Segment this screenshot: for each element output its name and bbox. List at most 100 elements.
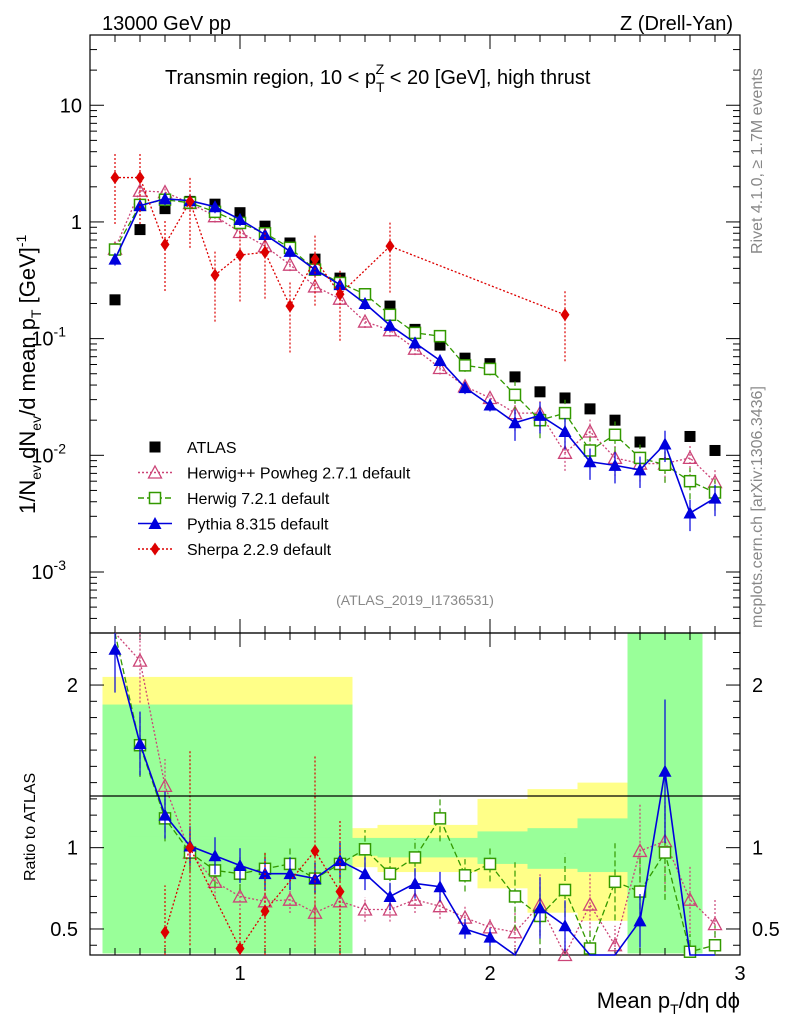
main-sherpa-2-2-9-default-point <box>385 239 395 253</box>
main-herwig-powheg-2-7-1-default-point <box>132 182 148 197</box>
main-atlas-point <box>134 224 146 236</box>
ratio-herwig-7-2-1-default-point <box>508 890 522 903</box>
mcplots-reference-label: mcplots.cern.ch [arXiv:1306.3436] <box>749 386 766 628</box>
main-atlas-point <box>259 220 271 232</box>
main-herwig-7-2-1-default-point <box>683 474 697 488</box>
ratio-herwig-powheg-2-7-1-default-point <box>157 778 173 793</box>
legend: ATLAS Herwig++ Powheg 2.7.1 default Herwig… <box>138 440 411 559</box>
main-pythia-8-315-default-point <box>358 296 372 309</box>
legend-marker-herwig-7-2-1-default <box>148 491 162 505</box>
ratio-band-inner <box>527 828 578 869</box>
main-atlas-point <box>509 371 521 383</box>
ratio-y-axis-label: Ratio to ATLAS <box>22 773 39 881</box>
ratio-pythia-8-315-default-point <box>533 901 547 914</box>
ratio-herwig-7-2-1-default-point <box>483 857 497 871</box>
x-axis-label: Mean pT/dη dϕ <box>597 988 740 1017</box>
ratio-herwig-7-2-1-default-point <box>458 869 472 882</box>
ratio-sherpa-2-2-9-default-line <box>164 845 341 950</box>
ratio-pythia-8-315-default-point <box>458 922 472 935</box>
main-atlas-point <box>709 444 721 456</box>
ratio-y-tick-label-right: 1 <box>752 838 763 860</box>
main-pythia-8-315-default-point <box>433 353 447 366</box>
rivet-version-label: Rivet 4.1.0, ≥ 1.7M events <box>749 68 766 254</box>
analysis-id: (ATLAS_2019_I1736531) <box>336 592 494 608</box>
main-series-layer <box>107 153 723 532</box>
main-atlas-point <box>534 386 546 398</box>
ratio-herwig-7-2-1-default-point <box>383 867 397 880</box>
main-pythia-8-315-default-point <box>608 458 622 471</box>
ratio-pythia-8-315-default-point <box>358 867 372 880</box>
main-pythia-8-315-default-point <box>208 200 222 213</box>
ratio-y-tick-label: 1 <box>67 838 78 860</box>
main-sherpa-2-2-9-default-line <box>115 176 566 316</box>
main-herwig-powheg-2-7-1-default-point <box>282 256 298 271</box>
ratio-band-inner <box>577 818 628 873</box>
main-herwig-7-2-1-default-point <box>483 362 497 376</box>
legend-marker-sherpa-2-2-9-default <box>150 542 160 556</box>
main-pythia-8-315-default-point <box>708 491 722 504</box>
main-pythia-8-315-default-point <box>283 244 297 257</box>
ratio-herwig-7-2-1-default-point <box>583 942 597 955</box>
y-tick-exponent: -1 <box>54 324 67 340</box>
main-pythia-8-315-default-point <box>133 199 147 212</box>
legend-label-herwig-powheg-2-7-1-default: Herwig++ Powheg 2.7.1 default <box>187 466 411 483</box>
main-sherpa-2-2-9-default-point <box>160 238 170 252</box>
main-sherpa-2-2-9-default-point <box>260 245 270 259</box>
main-atlas-point <box>159 203 171 215</box>
ratio-herwig-powheg-2-7-1-default-point <box>557 947 573 962</box>
ratio-pythia-8-315-default-point <box>433 880 447 893</box>
process-label: Z (Drell-Yan) <box>620 13 733 35</box>
main-sherpa-2-2-9-default-point <box>185 194 195 208</box>
main-atlas-point <box>384 300 396 312</box>
ratio-herwig-powheg-2-7-1-default-point <box>432 898 448 913</box>
ratio-pythia-8-315-default-point <box>283 867 297 880</box>
y-tick-exponent: -2 <box>54 440 67 456</box>
ratio-pythia-8-315-default-point <box>108 642 122 655</box>
main-atlas-point <box>684 430 696 442</box>
main-pythia-8-315-default-point <box>458 381 472 394</box>
main-herwig-7-2-1-default-point <box>383 308 397 322</box>
ratio-herwig-powheg-2-7-1-default-point <box>132 652 148 667</box>
y-tick-label: 1 <box>71 212 82 234</box>
ratio-pythia-8-315-default-point <box>208 849 222 862</box>
main-herwig-powheg-2-7-1-default-point <box>557 444 573 459</box>
main-atlas-point <box>584 403 596 415</box>
main-pythia-8-315-default-point <box>108 252 122 265</box>
ratio-herwig-powheg-2-7-1-default-point <box>407 891 423 906</box>
main-pythia-8-315-default-point <box>408 336 422 349</box>
main-herwig-powheg-2-7-1-default-point <box>682 450 698 465</box>
ratio-sherpa-2-2-9-default-point <box>310 844 320 858</box>
y-tick-exponent: -3 <box>54 557 67 573</box>
main-sherpa-2-2-9-default-point <box>135 171 145 185</box>
ratio-herwig-powheg-2-7-1-default-point <box>357 901 373 916</box>
ratio-pythia-8-315-default-point <box>383 889 397 902</box>
ratio-sherpa-2-2-9-default-point <box>260 904 270 918</box>
ratio-herwig-powheg-2-7-1-default-point <box>682 891 698 906</box>
x-tick-label: 3 <box>734 963 745 985</box>
main-atlas-point <box>559 392 571 404</box>
x-tick-label: 1 <box>234 963 245 985</box>
ratio-herwig-powheg-2-7-1-default-point <box>207 873 223 888</box>
main-sherpa-2-2-9-default-point <box>285 299 295 313</box>
legend-marker-pythia-8-315-default <box>148 517 162 529</box>
ratio-pythia-8-315-default-point <box>133 737 147 750</box>
main-pythia-8-315-default-point <box>383 318 397 331</box>
main-pythia-8-315-default-point <box>633 463 647 476</box>
main-pythia-8-315-default-point <box>158 192 172 205</box>
main-sherpa-2-2-9-default-point <box>310 252 320 266</box>
ratio-sherpa-2-2-9-default-point <box>185 841 195 855</box>
ratio-herwig-7-2-1-default-point <box>558 883 572 897</box>
ratio-herwig-powheg-2-7-1-default-point <box>607 937 623 952</box>
ratio-herwig-powheg-2-7-1-default-point <box>232 888 248 903</box>
ratio-pythia-8-315-default-point <box>408 876 422 889</box>
legend-label-sherpa-2-2-9-default: Sherpa 2.2.9 default <box>187 542 332 559</box>
main-atlas-point <box>234 207 246 219</box>
legend-label-herwig-7-2-1-default: Herwig 7.2.1 default <box>187 491 330 508</box>
plot-title: Transmin region, 10 < pTZ < 20 [GeV], hi… <box>165 61 591 95</box>
main-sherpa-2-2-9-default-point <box>335 287 345 301</box>
legend-label-pythia-8-315-default: Pythia 8.315 default <box>187 517 329 534</box>
main-pythia-8-315-default-point <box>508 416 522 429</box>
y-tick-label: 10-3 <box>31 557 66 584</box>
ratio-herwig-7-2-1-default-point <box>658 846 672 859</box>
main-atlas-point <box>609 414 621 426</box>
